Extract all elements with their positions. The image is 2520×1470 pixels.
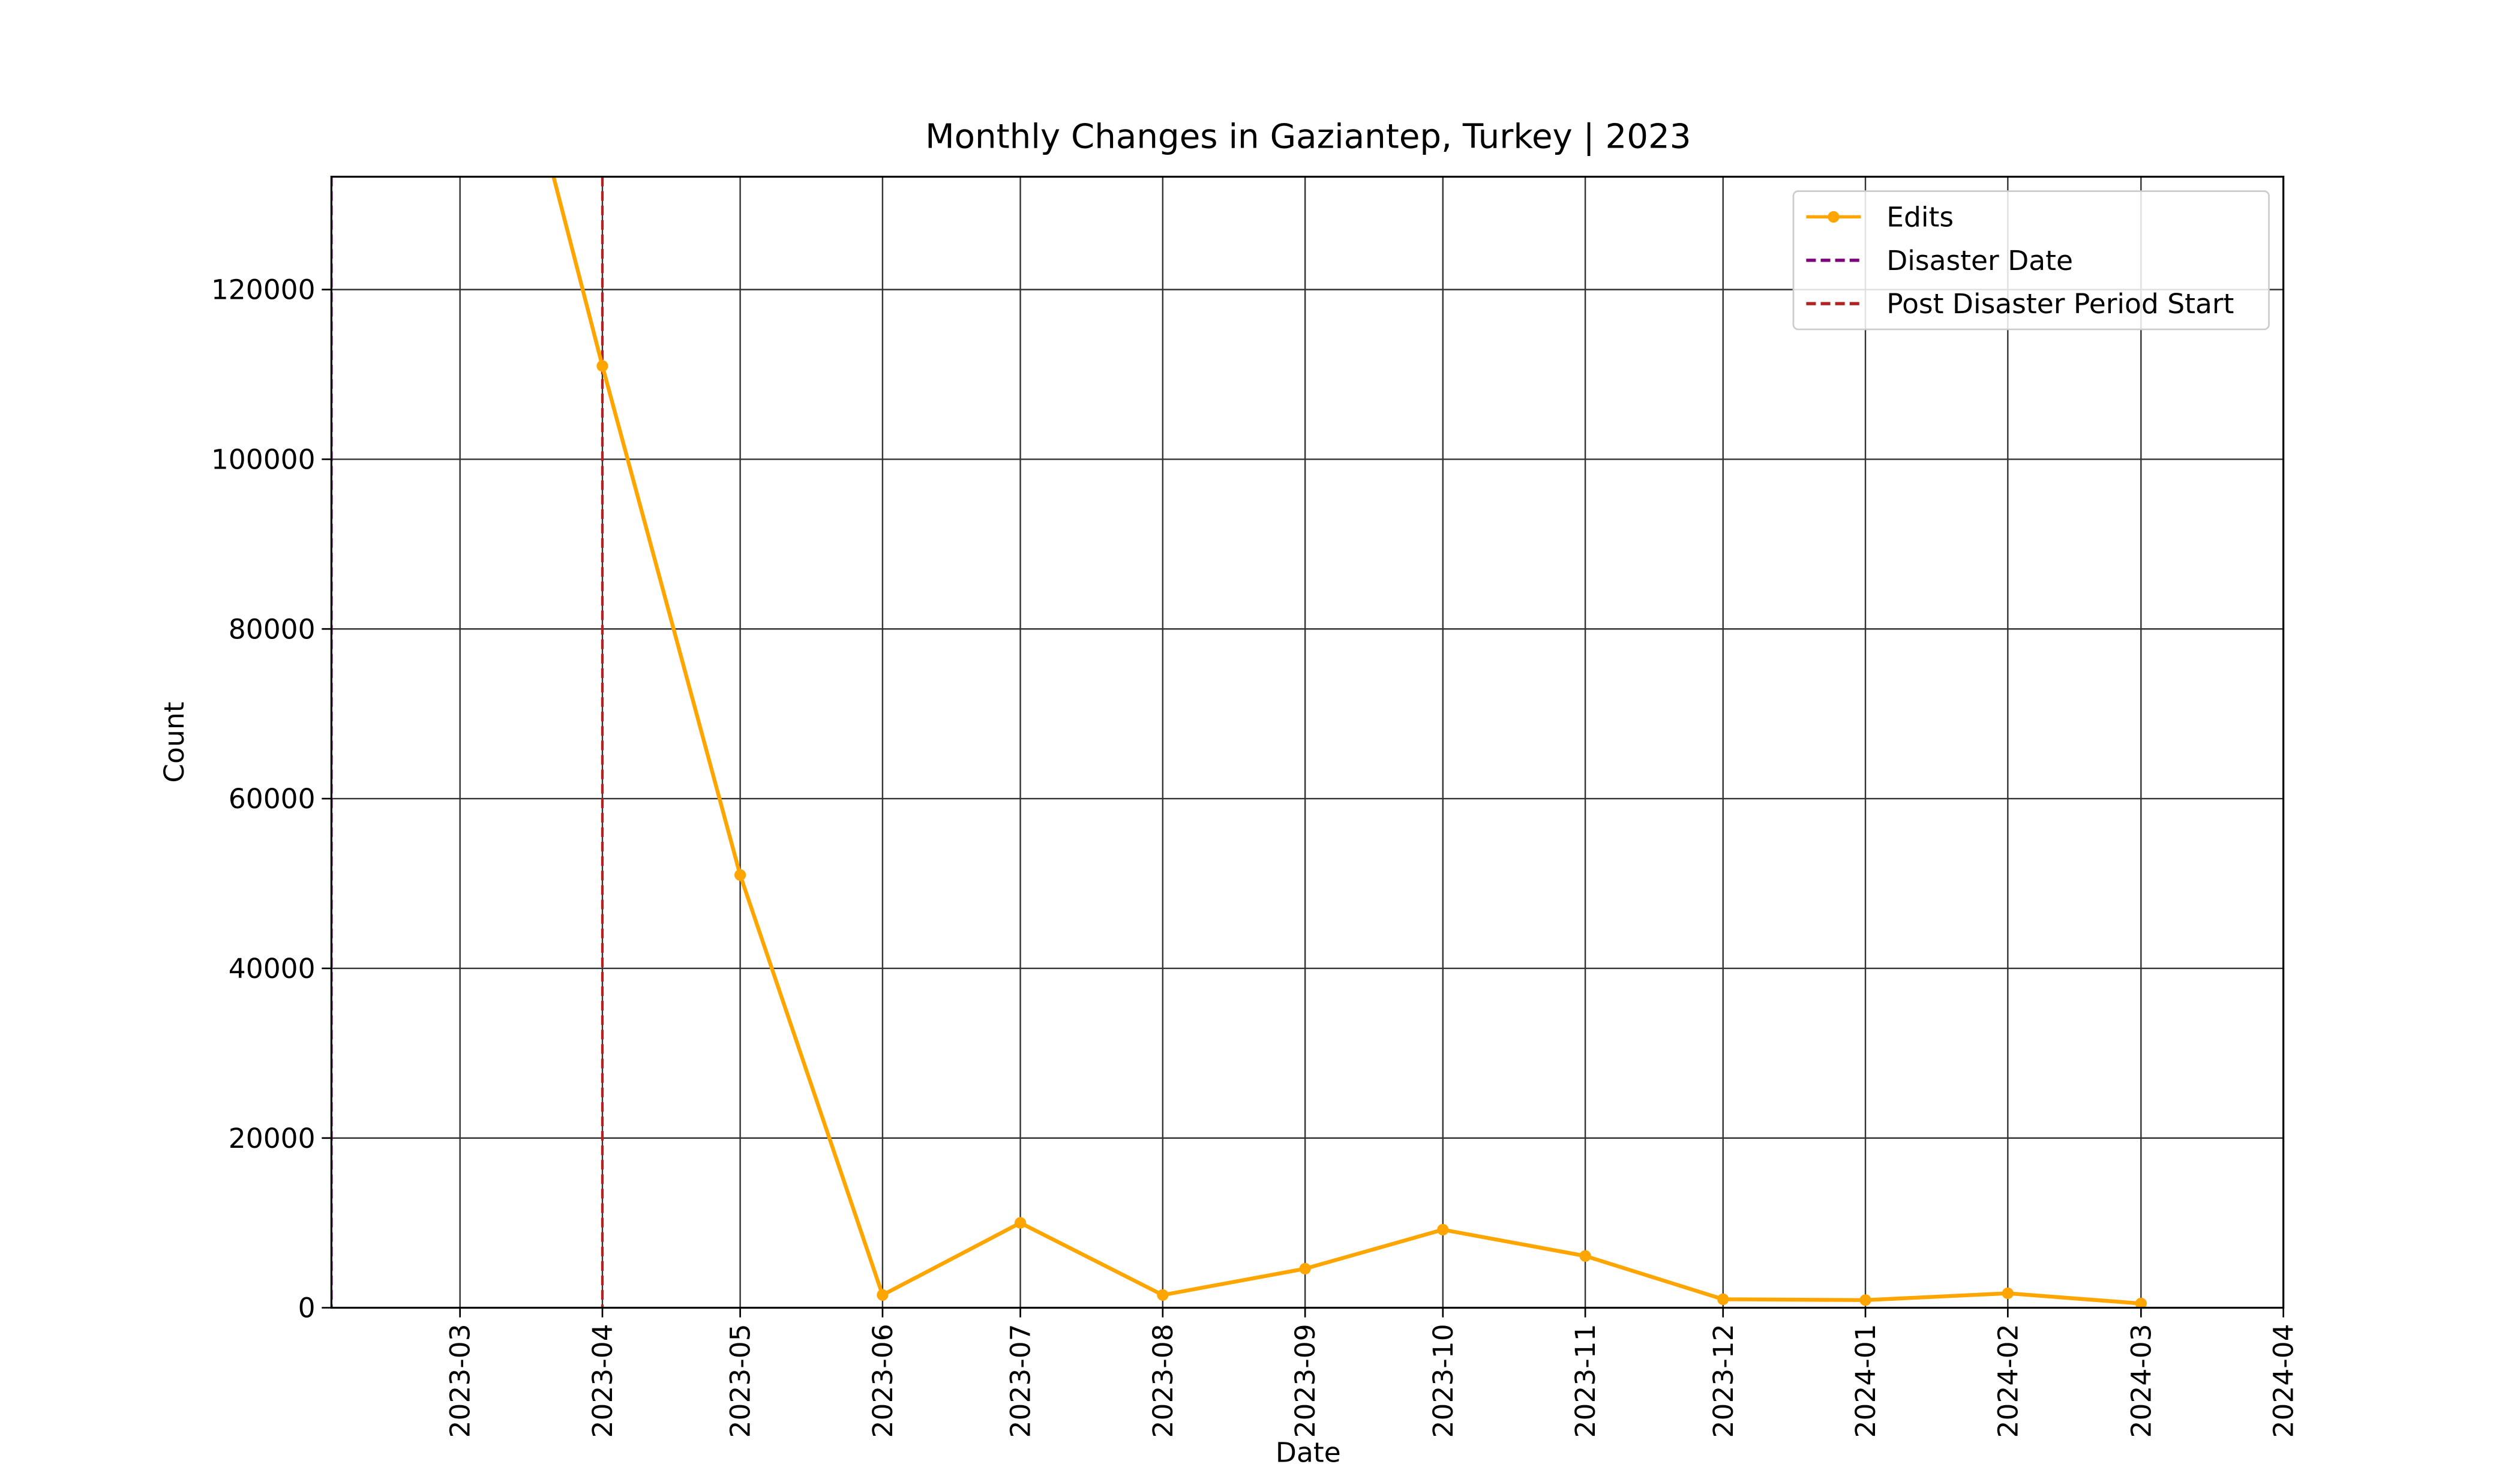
x-tick-label: 2023-10 bbox=[1427, 1324, 1459, 1438]
x-tick-label: 2023-03 bbox=[445, 1324, 476, 1438]
x-axis-label: Date bbox=[1276, 1437, 1341, 1469]
y-axis-label: Count bbox=[158, 701, 190, 782]
data-point bbox=[1157, 1289, 1169, 1301]
data-point bbox=[1579, 1250, 1591, 1262]
legend-box bbox=[1792, 190, 2270, 331]
x-tick-label: 2024-03 bbox=[2125, 1324, 2157, 1438]
y-tick-label: 60000 bbox=[229, 783, 316, 815]
data-point bbox=[1299, 1262, 1311, 1275]
x-tick-label: 2023-08 bbox=[1147, 1324, 1179, 1438]
plot-marks bbox=[331, 176, 2147, 1308]
legend-marker bbox=[1828, 211, 1840, 223]
data-point bbox=[1717, 1293, 1729, 1306]
legend: Edits Disaster Date Post Disaster Period S… bbox=[1792, 190, 2270, 331]
x-tick-label: 2023-05 bbox=[725, 1324, 757, 1438]
x-tick-label: 2024-01 bbox=[1850, 1324, 1882, 1438]
x-tick-label: 2024-02 bbox=[1992, 1324, 2024, 1438]
legend-label: Disaster Date bbox=[1886, 245, 2073, 277]
y-tick-label: 120000 bbox=[211, 274, 316, 306]
y-tick-label: 100000 bbox=[211, 444, 316, 476]
y-tick-label: 0 bbox=[298, 1292, 316, 1324]
plot-frame bbox=[330, 175, 2285, 1309]
data-point bbox=[734, 869, 746, 881]
y-tick-label: 40000 bbox=[229, 953, 316, 985]
data-point bbox=[2135, 1297, 2147, 1308]
x-tick-label: 2023-09 bbox=[1289, 1324, 1321, 1438]
y-tick-label: 20000 bbox=[229, 1123, 316, 1154]
x-tick-label: 2023-07 bbox=[1005, 1324, 1037, 1438]
data-point bbox=[2002, 1287, 2014, 1300]
x-tick-label: 2023-11 bbox=[1570, 1324, 1601, 1438]
x-tick-label: 2023-04 bbox=[587, 1324, 619, 1438]
x-tick-label: 2024-04 bbox=[2268, 1324, 2300, 1438]
axes: 0 20000 40000 60000 80000 100000 120000 2023-03… bbox=[211, 274, 2300, 1438]
data-point bbox=[1014, 1217, 1027, 1229]
data-point bbox=[1437, 1223, 1449, 1236]
legend-label: Edits bbox=[1886, 202, 1954, 233]
legend-label: Post Disaster Period Start bbox=[1886, 288, 2234, 320]
data-point bbox=[596, 360, 608, 372]
x-tick-label: 2023-12 bbox=[1708, 1324, 1739, 1438]
y-tick-label: 80000 bbox=[229, 613, 316, 645]
data-point bbox=[877, 1289, 889, 1301]
chart-title: Monthly Changes in Gaziantep, Turkey | 2… bbox=[925, 117, 1691, 156]
data-point bbox=[1859, 1294, 1871, 1306]
x-tick-label: 2023-06 bbox=[867, 1324, 899, 1438]
